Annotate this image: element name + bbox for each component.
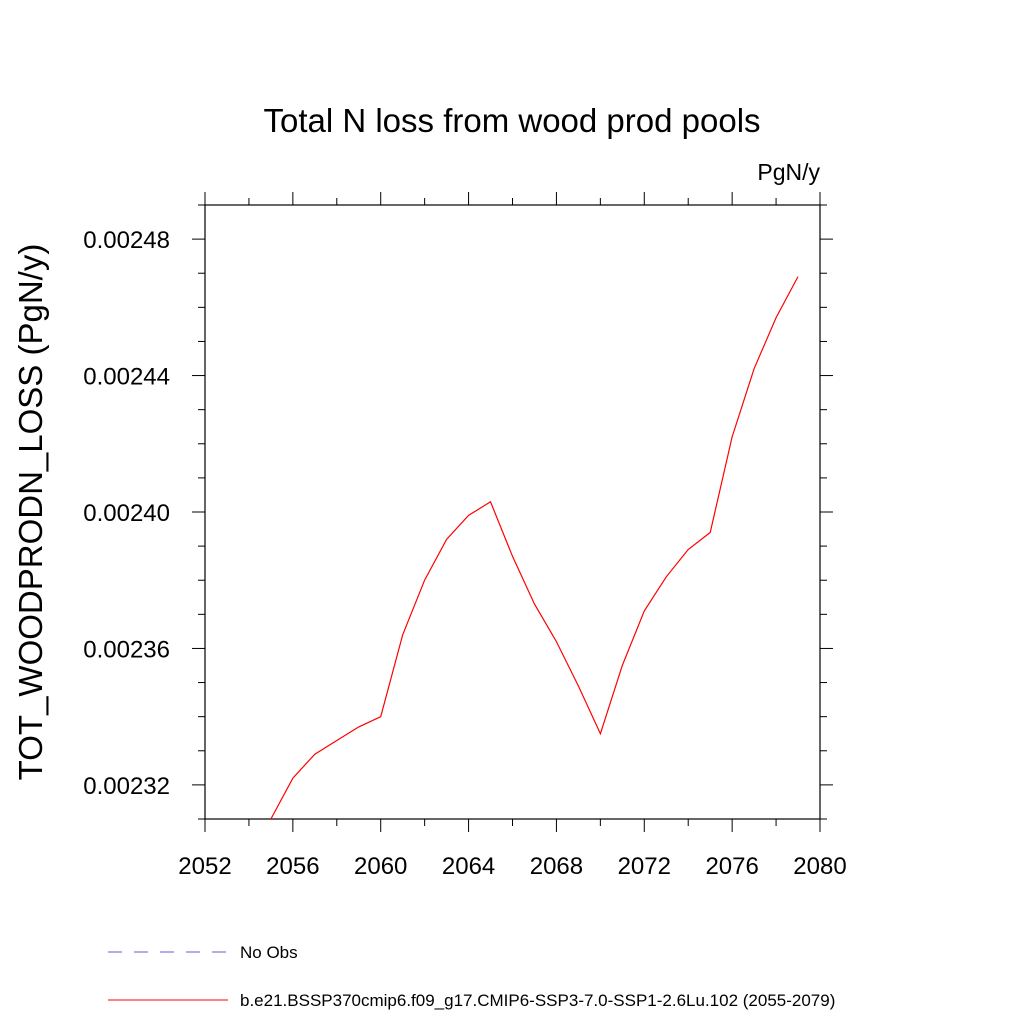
x-tick-label: 2064 (442, 853, 495, 880)
x-tick-label: 2068 (530, 853, 583, 880)
x-tick-label: 2080 (793, 853, 846, 880)
x-tick-label: 2052 (178, 853, 231, 880)
y-tick-label: 0.00236 (83, 636, 170, 663)
chart-title: Total N loss from wood prod pools (263, 102, 760, 139)
x-tick-label: 2072 (618, 853, 671, 880)
x-tick-label: 2056 (266, 853, 319, 880)
series-lines (270, 276, 799, 820)
tick-labels: 2052 2056 2060 2064 2068 2072 2076 2080 0.00232 0… (83, 227, 846, 880)
plot-frame (204, 204, 821, 820)
y-axis-label: TOT_WOODPRODN_LOSS (PgN/y) (12, 244, 49, 781)
legend-label: b.e21.BSSP370cmip6.f09_g17.CMIP6-SSP3-7.… (240, 991, 835, 1010)
y-tick-label: 0.00244 (83, 364, 170, 391)
units-label: PgN/y (757, 159, 820, 185)
legend: No Obs b.e21.BSSP370cmip6.f09_g17.CMIP6-S… (108, 943, 835, 1010)
x-tick-label: 2076 (705, 853, 758, 880)
legend-label: No Obs (240, 943, 298, 962)
y-tick-label: 0.00240 (83, 500, 170, 527)
series-line (270, 276, 799, 820)
y-tick-label: 0.00248 (83, 227, 170, 254)
y-tick-label: 0.00232 (83, 773, 170, 800)
axis-ticks (192, 192, 833, 832)
x-tick-label: 2060 (354, 853, 407, 880)
